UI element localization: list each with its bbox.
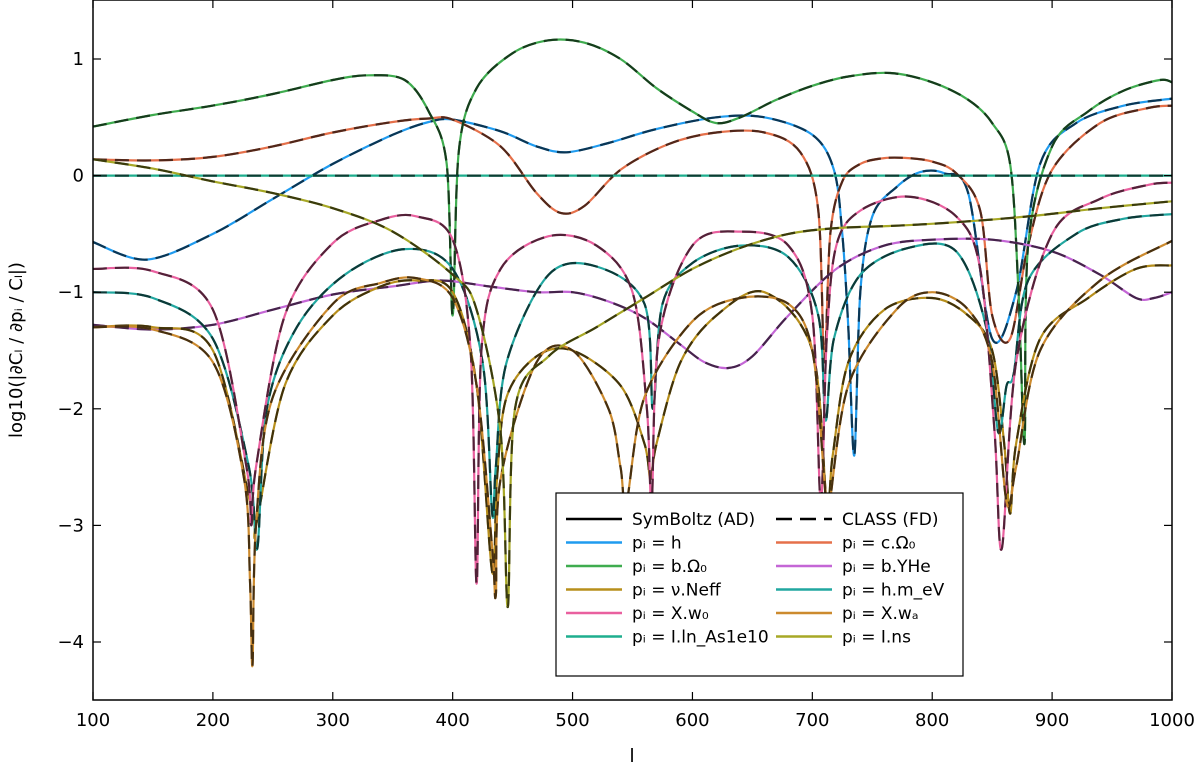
- class-dashed-line: [93, 239, 1172, 668]
- legend-label: pᵢ = b.YHe: [842, 557, 931, 577]
- class-dashed-line: [93, 104, 1172, 364]
- legend-entry: pᵢ = h.m_eV: [776, 581, 945, 601]
- x-tick-label: 800: [915, 710, 949, 731]
- legend-label: pᵢ = X.wₐ: [842, 604, 919, 624]
- legend-label: SymBoltz (AD): [632, 510, 755, 530]
- y-axis-label: log10(|∂Cₗ / ∂pᵢ / Cₗ|): [6, 262, 27, 438]
- series-line: [93, 158, 1172, 609]
- x-axis-label: l: [629, 745, 634, 767]
- legend-entry: pᵢ = h: [566, 534, 682, 554]
- series-line: [93, 213, 1172, 551]
- x-tick-label: 500: [555, 710, 589, 731]
- legend-label: pᵢ = X.w₀: [632, 604, 709, 624]
- y-tick-label: −3: [57, 515, 84, 536]
- x-tick-label: 900: [1035, 710, 1069, 731]
- legend-label: pᵢ = h.m_eV: [842, 581, 945, 601]
- x-axis: 100 200 300 400 500 600 700 800 900 1000: [76, 0, 1195, 731]
- x-tick-label: 700: [795, 710, 829, 731]
- y-axis: 1 0 −1 −2 −3 −4: [57, 49, 1172, 653]
- legend-label: pᵢ = I.ln_As1e10: [632, 628, 769, 648]
- y-tick-label: 0: [73, 166, 84, 187]
- legend-label: pᵢ = c.Ω₀: [842, 534, 916, 554]
- legend-label: pᵢ = I.ns: [842, 628, 911, 648]
- class-dashed-line: [93, 97, 1172, 457]
- class-dashed-line: [93, 158, 1172, 609]
- legend: SymBoltz (AD) CLASS (FD) pᵢ = h pᵢ = c.Ω₀ pᵢ…: [555, 492, 964, 677]
- y-tick-label: −4: [57, 632, 84, 653]
- x-tick-label: 300: [316, 710, 350, 731]
- x-tick-label: 200: [196, 710, 230, 731]
- legend-label: pᵢ = b.Ω₀: [632, 557, 707, 577]
- y-tick-label: 1: [73, 49, 84, 70]
- legend-label: pᵢ = h: [632, 534, 682, 554]
- legend-entry: pᵢ = b.YHe: [776, 557, 931, 577]
- x-tick-label: 1000: [1149, 710, 1195, 731]
- legend-entry: pᵢ = X.wₐ: [776, 604, 919, 624]
- class-dashed-line: [93, 213, 1172, 551]
- x-tick-label: 100: [76, 710, 110, 731]
- legend-entry: pᵢ = c.Ω₀: [776, 534, 916, 554]
- y-tick-label: −2: [57, 399, 84, 420]
- legend-label: CLASS (FD): [842, 510, 938, 530]
- legend-entry: pᵢ = I.ln_As1e10: [566, 628, 769, 648]
- legend-entry: pᵢ = ν.Neff: [566, 581, 722, 601]
- series-line: [93, 104, 1172, 364]
- legend-entry: pᵢ = X.w₀: [566, 604, 709, 624]
- series-line: [93, 239, 1172, 668]
- class-dashed-line: [93, 237, 1172, 370]
- legend-entry: pᵢ = I.ns: [776, 628, 911, 648]
- class-dashed-line: [93, 181, 1172, 585]
- x-tick-label: 400: [435, 710, 469, 731]
- legend-box: [555, 492, 964, 677]
- y-tick-label: −1: [57, 282, 84, 303]
- legend-entry: pᵢ = b.Ω₀: [566, 557, 707, 577]
- legend-entry: CLASS (FD): [776, 510, 938, 530]
- series-line: [93, 237, 1172, 370]
- series-line: [93, 97, 1172, 457]
- legend-entry: SymBoltz (AD): [566, 510, 755, 530]
- plot-frame: [92, 0, 1173, 701]
- legend-label: pᵢ = ν.Neff: [632, 581, 722, 601]
- x-tick-label: 600: [675, 710, 709, 731]
